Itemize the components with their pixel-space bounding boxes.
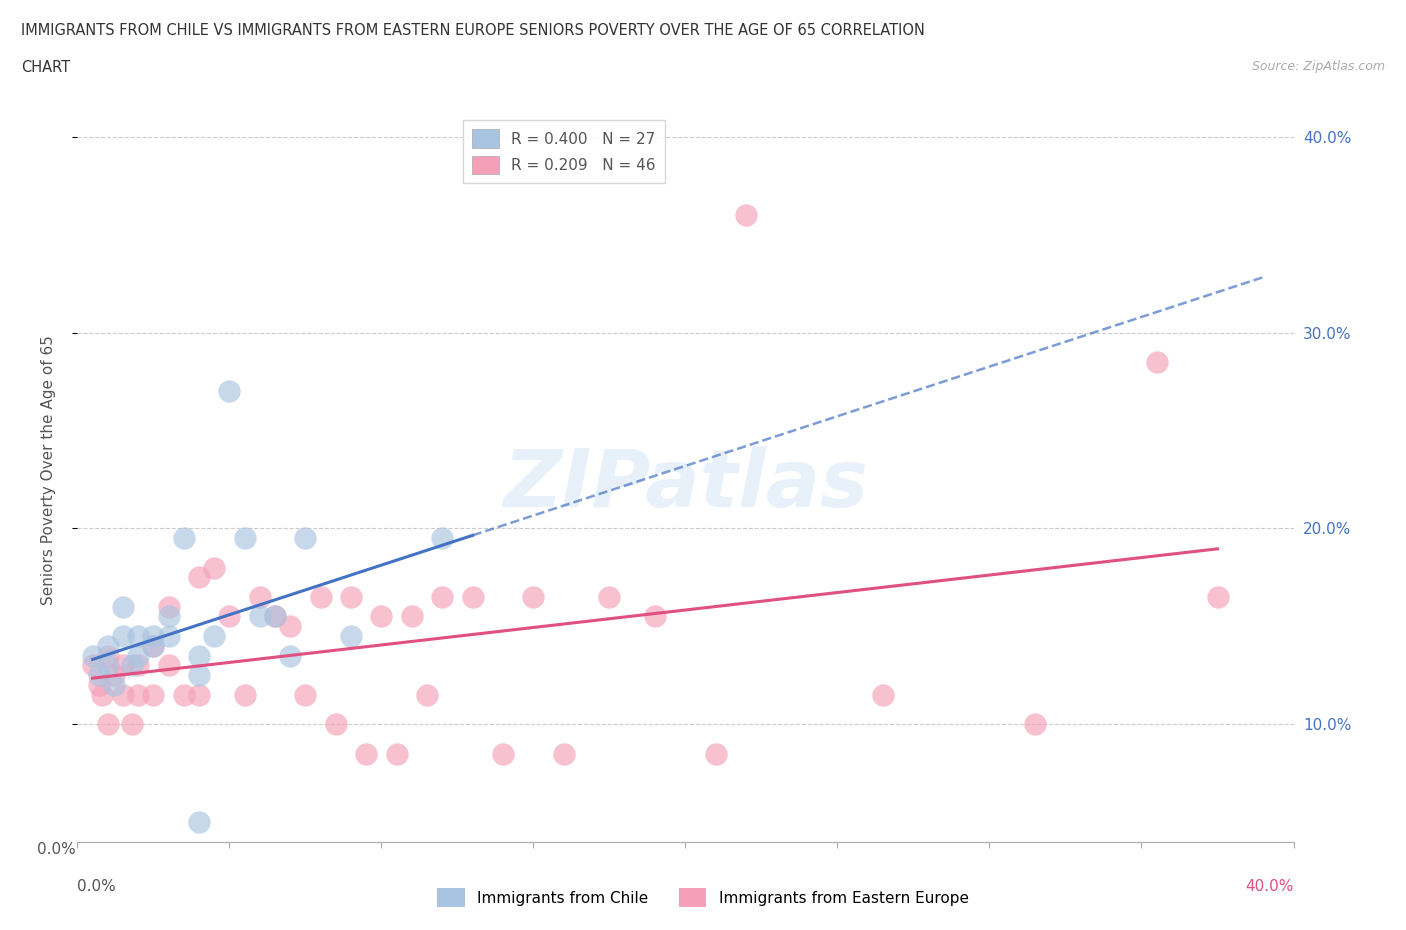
Point bbox=[97, 658, 120, 673]
Point bbox=[142, 629, 165, 644]
Point bbox=[522, 590, 544, 604]
Point bbox=[340, 590, 363, 604]
Point bbox=[872, 687, 894, 702]
Point bbox=[735, 207, 758, 222]
Point bbox=[385, 746, 408, 761]
Point bbox=[553, 746, 575, 761]
Point bbox=[202, 629, 225, 644]
Point bbox=[340, 629, 363, 644]
Point bbox=[264, 609, 287, 624]
Point bbox=[111, 658, 134, 673]
Point bbox=[432, 531, 454, 546]
Point bbox=[370, 609, 392, 624]
Point bbox=[1024, 717, 1046, 732]
Point bbox=[111, 629, 134, 644]
Text: IMMIGRANTS FROM CHILE VS IMMIGRANTS FROM EASTERN EUROPE SENIORS POVERTY OVER THE: IMMIGRANTS FROM CHILE VS IMMIGRANTS FROM… bbox=[21, 23, 925, 38]
Point bbox=[90, 687, 112, 702]
Point bbox=[121, 658, 143, 673]
Point bbox=[233, 687, 256, 702]
Point bbox=[278, 648, 301, 663]
Point bbox=[704, 746, 727, 761]
Point bbox=[127, 687, 149, 702]
Point bbox=[97, 717, 120, 732]
Point bbox=[432, 590, 454, 604]
Point bbox=[309, 590, 332, 604]
Point bbox=[416, 687, 439, 702]
Point bbox=[87, 668, 110, 683]
Point bbox=[401, 609, 423, 624]
Point bbox=[644, 609, 666, 624]
Point bbox=[598, 590, 620, 604]
Point bbox=[82, 648, 104, 663]
Point bbox=[173, 687, 195, 702]
Point bbox=[97, 648, 120, 663]
Point bbox=[294, 531, 316, 546]
Point bbox=[1206, 590, 1229, 604]
Point bbox=[188, 687, 211, 702]
Point bbox=[278, 618, 301, 633]
Text: 40.0%: 40.0% bbox=[1246, 879, 1294, 894]
Point bbox=[461, 590, 484, 604]
Point bbox=[233, 531, 256, 546]
Point bbox=[127, 629, 149, 644]
Point bbox=[188, 815, 211, 830]
Point bbox=[157, 629, 180, 644]
Text: 0.0%: 0.0% bbox=[38, 842, 76, 857]
Point bbox=[142, 638, 165, 653]
Point bbox=[188, 668, 211, 683]
Point bbox=[188, 570, 211, 585]
Point bbox=[264, 609, 287, 624]
Point bbox=[354, 746, 377, 761]
Point bbox=[127, 648, 149, 663]
Text: ZIPatlas: ZIPatlas bbox=[503, 445, 868, 524]
Point bbox=[294, 687, 316, 702]
Point bbox=[249, 609, 271, 624]
Point bbox=[157, 609, 180, 624]
Point bbox=[142, 638, 165, 653]
Point bbox=[103, 678, 125, 693]
Point bbox=[1146, 354, 1168, 369]
Point bbox=[111, 599, 134, 614]
Point bbox=[103, 668, 125, 683]
Text: Source: ZipAtlas.com: Source: ZipAtlas.com bbox=[1251, 60, 1385, 73]
Point bbox=[87, 678, 110, 693]
Point bbox=[142, 687, 165, 702]
Y-axis label: Seniors Poverty Over the Age of 65: Seniors Poverty Over the Age of 65 bbox=[42, 335, 56, 604]
Point bbox=[121, 717, 143, 732]
Point bbox=[111, 687, 134, 702]
Point bbox=[249, 590, 271, 604]
Text: 0.0%: 0.0% bbox=[77, 879, 117, 894]
Point bbox=[202, 560, 225, 575]
Text: CHART: CHART bbox=[21, 60, 70, 75]
Point bbox=[157, 658, 180, 673]
Point bbox=[218, 609, 240, 624]
Point bbox=[157, 599, 180, 614]
Point bbox=[97, 638, 120, 653]
Point bbox=[173, 531, 195, 546]
Point bbox=[325, 717, 347, 732]
Point bbox=[218, 384, 240, 399]
Legend: Immigrants from Chile, Immigrants from Eastern Europe: Immigrants from Chile, Immigrants from E… bbox=[432, 883, 974, 913]
Point bbox=[492, 746, 515, 761]
Point bbox=[127, 658, 149, 673]
Point bbox=[188, 648, 211, 663]
Point bbox=[82, 658, 104, 673]
Legend: R = 0.400   N = 27, R = 0.209   N = 46: R = 0.400 N = 27, R = 0.209 N = 46 bbox=[463, 120, 665, 183]
